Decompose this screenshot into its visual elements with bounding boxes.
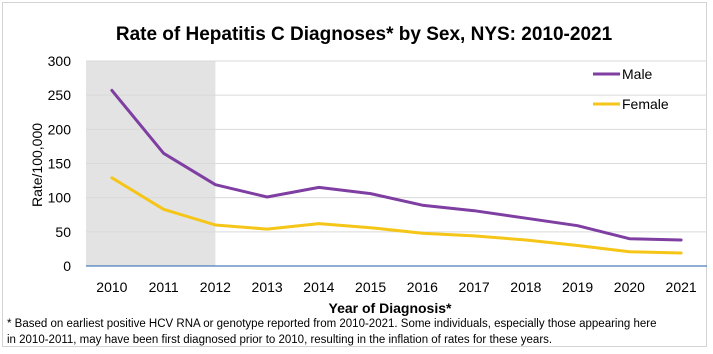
x-tick-label: 2015 [355, 279, 386, 295]
y-tick-label: 150 [48, 156, 72, 172]
x-tick-label: 2017 [459, 279, 490, 295]
footnote-line-2: in 2010-2011, may have been first diagno… [7, 334, 553, 346]
x-tick-label: 2014 [303, 279, 334, 295]
legend-label-female: Female [622, 96, 669, 112]
x-tick-label: 2012 [200, 279, 231, 295]
footnote-line-1: * Based on earliest positive HCV RNA or … [7, 318, 657, 330]
series-line-female [110, 176, 683, 255]
footnote: * Based on earliest positive HCV RNA or … [7, 316, 707, 348]
x-tick-label: 2021 [666, 279, 697, 295]
x-tick-label: 2020 [614, 279, 645, 295]
x-tick-label: 2011 [149, 279, 179, 295]
y-axis-title: Rate/100,000 [29, 123, 45, 207]
y-tick-label: 0 [63, 258, 71, 274]
y-tick-label: 50 [55, 224, 71, 240]
series-line-male [110, 88, 683, 242]
x-tick-label: 2018 [510, 279, 541, 295]
chart-title: Rate of Hepatitis C Diagnoses* by Sex, N… [116, 24, 613, 45]
x-tick-label: 2010 [96, 279, 127, 295]
legend-label-male: Male [622, 66, 653, 82]
x-tick-label: 2016 [407, 279, 438, 295]
y-tick-label: 200 [48, 121, 72, 137]
y-tick-label: 300 [48, 53, 72, 69]
y-tick-label: 250 [48, 87, 72, 103]
x-axis-title: Year of Diagnosis* [329, 300, 452, 316]
y-tick-label: 100 [48, 190, 72, 206]
x-tick-label: 2013 [252, 279, 283, 295]
x-tick-label: 2019 [562, 279, 593, 295]
